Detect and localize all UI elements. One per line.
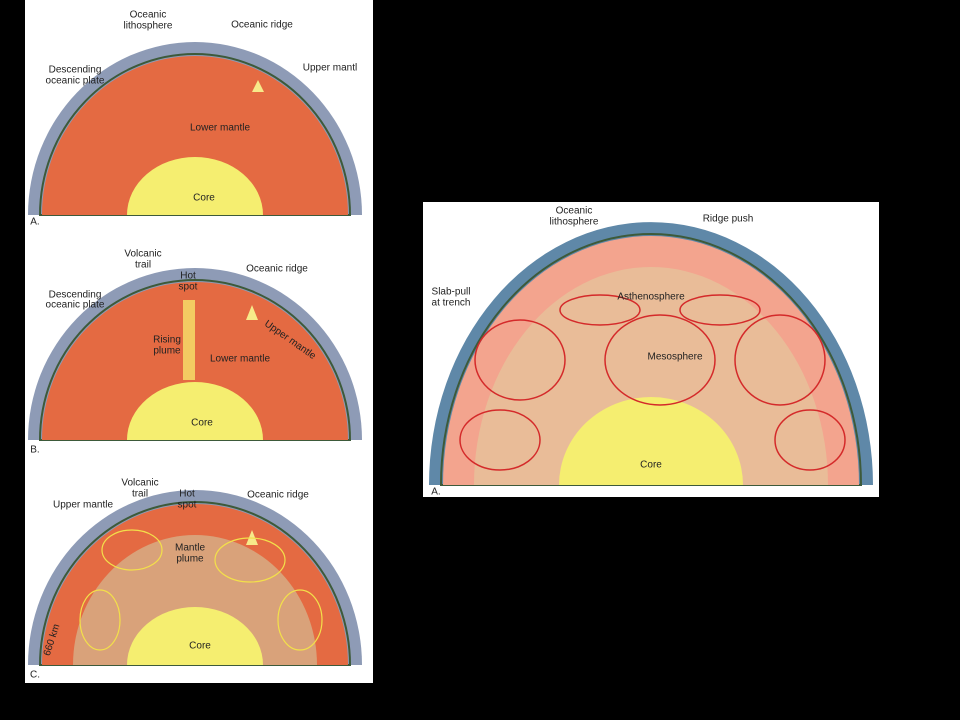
label: spot	[178, 500, 197, 511]
label: oceanic plate	[46, 76, 105, 87]
convection-arrow	[474, 319, 566, 401]
label: Lower mantle	[190, 123, 250, 134]
label: Core	[191, 418, 213, 429]
panel-letter: A.	[431, 487, 440, 498]
convection-arrow	[679, 294, 761, 326]
label: Hot	[179, 489, 195, 500]
core	[127, 382, 263, 440]
label: Descending	[49, 65, 102, 76]
lower-mantle	[474, 267, 828, 485]
panel-letter: A.	[30, 217, 39, 228]
label: Lower mantle	[210, 354, 270, 365]
label: lithosphere	[124, 21, 173, 32]
plume	[183, 300, 195, 380]
convection-arrow	[774, 409, 846, 471]
ridge	[252, 80, 264, 92]
convection-arrow	[734, 314, 826, 406]
label: Rising	[153, 335, 181, 346]
label: oceanic plate	[46, 300, 105, 311]
lower-mantle	[73, 535, 317, 665]
convection-arrow	[604, 314, 716, 406]
panel-letter: B.	[30, 445, 39, 456]
label: Ridge push	[703, 214, 754, 225]
label: Oceanic ridge	[231, 20, 293, 31]
label: Oceanic	[130, 10, 167, 21]
label: spot	[179, 282, 198, 293]
label: plume	[176, 554, 204, 565]
convection-arrow	[277, 589, 323, 651]
lithosphere-line	[38, 279, 352, 441]
label: Hot	[180, 271, 196, 282]
lithosphere-line	[439, 233, 863, 486]
label: Descending	[49, 290, 102, 301]
label: trail	[135, 260, 151, 271]
label: Mesosphere	[647, 352, 702, 363]
lithosphere-line	[38, 501, 352, 666]
label: Mantle	[175, 543, 205, 554]
label: plume	[153, 346, 181, 357]
ridge	[246, 305, 258, 320]
convection-arrow	[79, 589, 121, 651]
core	[127, 157, 263, 215]
label: trail	[132, 489, 148, 500]
core	[559, 397, 743, 485]
label: Volcanic	[121, 478, 158, 489]
label: Slab-pull	[432, 287, 471, 298]
label: Oceanic ridge	[247, 490, 309, 501]
label: Oceanic	[556, 206, 593, 217]
label: Asthenosphere	[617, 292, 685, 303]
core	[127, 607, 263, 665]
convection-arrow	[101, 529, 163, 571]
convection-arrow	[214, 537, 286, 583]
label: Upper mantl	[303, 63, 357, 74]
convection-arrow	[459, 409, 541, 471]
label: Oceanic ridge	[246, 264, 308, 275]
panel-letter: C.	[30, 670, 40, 681]
label: at trench	[432, 298, 471, 309]
label: Volcanic	[124, 249, 161, 260]
label: Upper mantle	[53, 500, 113, 511]
label: Core	[640, 460, 662, 471]
lithosphere-line	[38, 53, 352, 216]
convection-arrow	[559, 294, 641, 326]
label: lithosphere	[550, 217, 599, 228]
mantle	[42, 56, 348, 215]
label: Core	[189, 641, 211, 652]
label: Core	[193, 193, 215, 204]
